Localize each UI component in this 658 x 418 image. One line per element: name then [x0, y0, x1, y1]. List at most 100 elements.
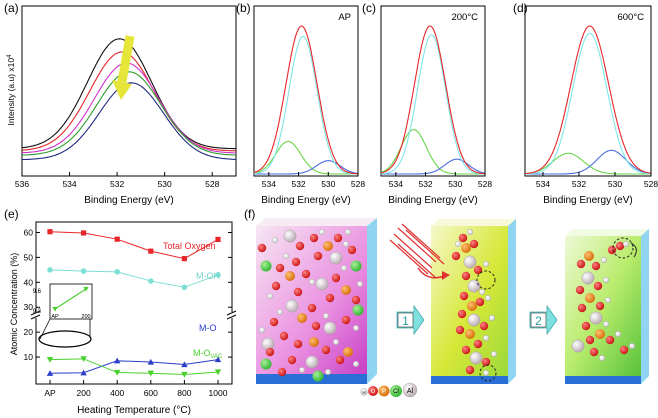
slab-2-base [431, 376, 508, 384]
spectrum-curve-navy [21, 82, 236, 161]
xtick-label: 528 [478, 179, 492, 189]
shift-arrow [112, 35, 135, 100]
panel-label-e: (e) [4, 207, 19, 221]
atom-o [333, 233, 343, 243]
atom-p [595, 329, 605, 339]
data-point [148, 248, 154, 254]
data-point [47, 267, 53, 273]
legend-m-o: M-O [199, 323, 217, 333]
yticks-e: 10 20 30 40 50 60 [24, 227, 232, 362]
legend-al-label: Al [407, 388, 414, 395]
atom-h [343, 240, 350, 247]
atom-h [629, 343, 636, 350]
fit-curve-envelope [253, 25, 358, 175]
atom-o [325, 293, 335, 303]
atom-o [277, 367, 287, 377]
atom-al [329, 251, 343, 265]
atom-o [335, 355, 345, 365]
atom-h [605, 297, 612, 304]
atom-h [283, 252, 290, 259]
ytick-label: 20 [24, 327, 34, 337]
data-point [80, 268, 87, 274]
atom-o [577, 303, 587, 313]
atom-o [341, 315, 351, 325]
zoom-ellipse [38, 330, 92, 348]
ytick-label: 40 [24, 277, 34, 287]
atom-cl [350, 260, 362, 272]
series-line [49, 231, 219, 260]
atom-o [473, 339, 483, 349]
laser-icon [389, 223, 445, 279]
atom-h [267, 293, 274, 300]
atom-o [615, 241, 625, 251]
inset-marker [52, 307, 58, 312]
atom-al [463, 255, 477, 269]
data-point [214, 356, 222, 363]
atom-h [309, 279, 316, 286]
atom-h [455, 240, 462, 247]
atom-legend: H O P Cl Al [360, 382, 418, 398]
inset-xtick-200: 200 [81, 314, 90, 320]
xtick-label: 534 [536, 179, 550, 189]
xtick-label: 528 [644, 179, 658, 189]
data-point [181, 361, 188, 368]
panel-b: (b) AP 534 532 530 528 Binding Energy (eV) [236, 1, 365, 206]
legend-total-oxygen: Total Oxygen [163, 241, 216, 251]
slab-3-side [641, 229, 649, 384]
vacancy-circle-2 [479, 364, 497, 382]
fit-curve-m-o [381, 158, 486, 175]
atom-h [601, 257, 608, 264]
atom-o [347, 245, 357, 255]
molecule-atoms [257, 228, 636, 382]
fit-curve-m-ovac [525, 152, 651, 175]
atom-o [473, 265, 483, 275]
series-e [46, 229, 222, 378]
atom-h [357, 281, 364, 288]
fit-curve-m-oh [253, 35, 358, 175]
atom-o [475, 297, 485, 307]
atom-o [605, 335, 615, 345]
series-line [49, 269, 219, 288]
data-point [114, 269, 120, 275]
atom-p [297, 313, 307, 323]
atom-al [467, 279, 481, 293]
data-point [214, 369, 222, 376]
atom-h [599, 355, 606, 362]
slab-3-base [565, 376, 641, 384]
zoom-line-left [39, 318, 51, 340]
atom-h [333, 339, 340, 346]
spectrum-curve-green [21, 71, 237, 156]
data-point [148, 278, 154, 284]
data-point [81, 230, 87, 236]
atom-o [591, 261, 601, 271]
atom-h [341, 265, 348, 272]
xticks-b: 534 532 530 528 [262, 172, 365, 189]
atom-al [323, 321, 337, 335]
plot-frame-c [380, 5, 486, 177]
xtick-label: 528 [351, 179, 365, 189]
data-point [46, 356, 54, 363]
xtick-label: 400 [110, 388, 124, 398]
atom-o [351, 295, 361, 305]
atom-cl [312, 370, 324, 382]
atom-o [459, 291, 469, 301]
xtick-label: 532 [418, 179, 432, 189]
panel-label-b: (b) [236, 1, 251, 15]
atom-o [331, 273, 341, 283]
legend-cl-label: Cl [393, 389, 399, 395]
data-point [114, 357, 121, 364]
atom-o [619, 345, 629, 355]
atom-o [451, 251, 461, 261]
xtick-label: 800 [177, 388, 191, 398]
atom-p [285, 271, 295, 281]
atom-h [603, 321, 610, 328]
xtick-label: 530 [608, 179, 622, 189]
xtick-label: 532 [291, 179, 305, 189]
atom-o [607, 245, 617, 255]
xtick-label: 532 [572, 179, 586, 189]
panel-title-d: 600°C [617, 12, 644, 23]
yellow-arrow-shaft [117, 35, 135, 83]
atom-h [483, 335, 490, 342]
laser-arrow [417, 267, 445, 279]
